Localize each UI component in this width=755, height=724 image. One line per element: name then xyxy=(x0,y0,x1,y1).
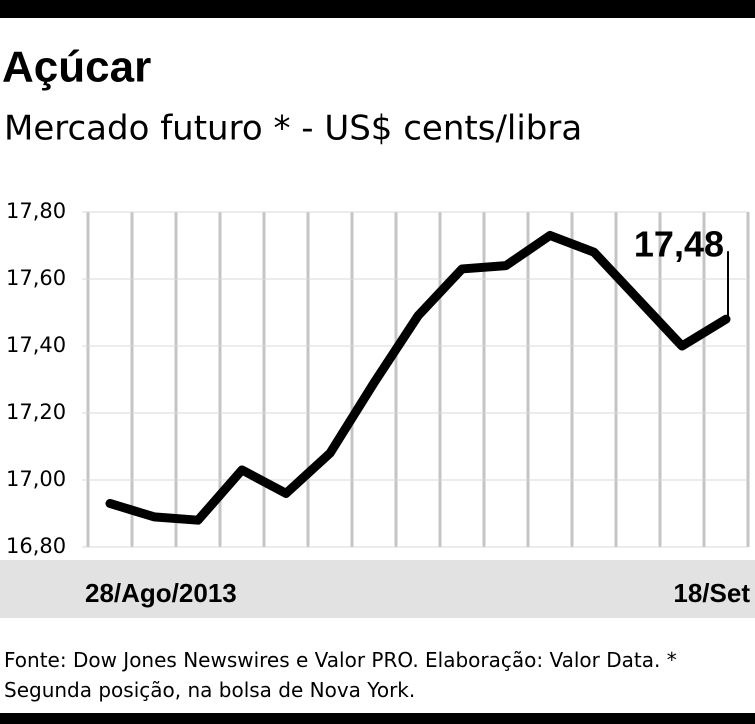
x-axis-band xyxy=(0,560,755,618)
source-note: Fonte: Dow Jones Newswires e Valor PRO. … xyxy=(4,648,677,702)
x-tick-label: 18/Set xyxy=(673,578,750,608)
data-line xyxy=(105,230,731,525)
y-tick-label: 16,80 xyxy=(6,534,66,558)
y-tick-label: 17,00 xyxy=(6,467,66,491)
y-tick-label: 17,20 xyxy=(6,400,66,424)
y-tick-label: 17,80 xyxy=(6,199,66,223)
top-bar xyxy=(0,0,755,18)
x-tick-label: 28/Ago/2013 xyxy=(85,578,237,608)
chart-title: Açúcar xyxy=(2,43,151,92)
value-label: 17,48 xyxy=(634,224,724,265)
y-tick-label: 17,60 xyxy=(6,266,66,290)
chart-subtitle: Mercado futuro * - US$ cents/libra xyxy=(4,109,582,149)
y-tick-label: 17,40 xyxy=(6,333,66,357)
bottom-bar xyxy=(0,713,755,724)
